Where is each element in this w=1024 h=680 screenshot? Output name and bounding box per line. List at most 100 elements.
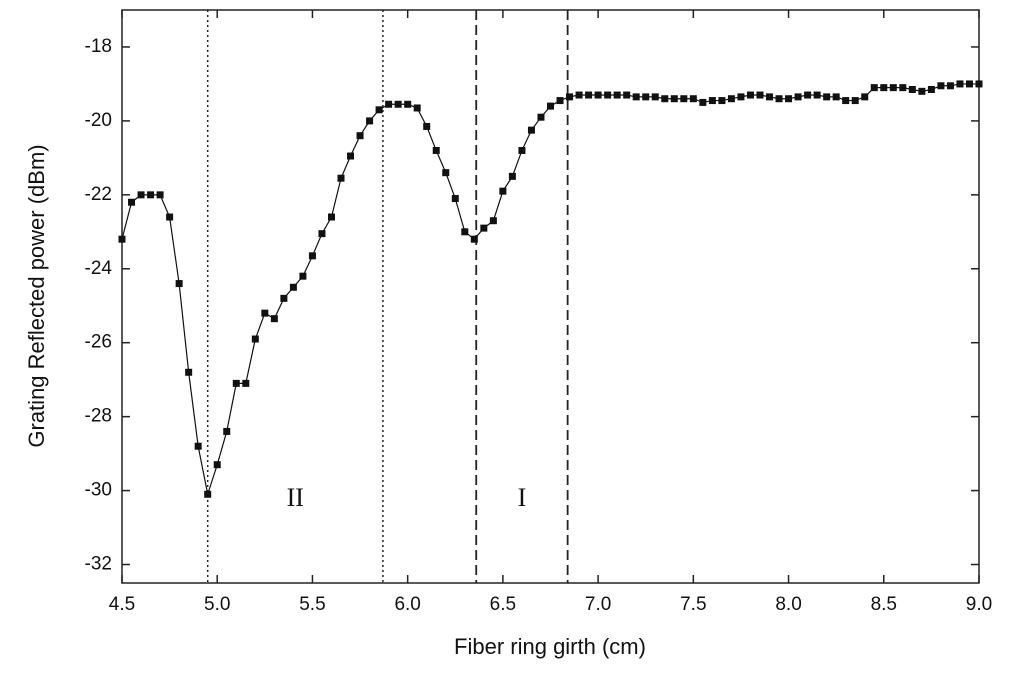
data-point xyxy=(937,82,945,90)
data-point xyxy=(280,294,288,302)
y-tick-label: -26 xyxy=(85,332,112,353)
data-point xyxy=(756,91,764,99)
x-tick-label: 9.0 xyxy=(966,594,992,615)
data-point xyxy=(642,93,650,101)
data-point xyxy=(527,126,535,134)
data-point xyxy=(489,217,497,225)
data-point xyxy=(347,152,355,160)
data-point xyxy=(746,91,754,99)
data-point xyxy=(537,113,545,121)
data-point xyxy=(366,117,374,125)
data-point xyxy=(451,195,459,203)
x-tick-label: 4.5 xyxy=(109,594,135,615)
data-point xyxy=(670,95,678,103)
data-point xyxy=(946,82,954,90)
data-point xyxy=(699,98,707,106)
data-point xyxy=(727,95,735,103)
data-point xyxy=(442,169,450,177)
data-point xyxy=(689,95,697,103)
data-point xyxy=(556,97,564,105)
y-tick-label: -32 xyxy=(85,554,112,575)
data-point xyxy=(851,97,859,105)
data-point xyxy=(337,174,345,182)
data-point xyxy=(823,93,831,101)
data-point xyxy=(861,93,869,101)
data-point xyxy=(889,84,897,92)
data-point xyxy=(261,309,269,317)
data-point xyxy=(651,93,659,101)
data-point xyxy=(508,172,516,180)
data-point xyxy=(223,427,231,435)
y-tick-label: -24 xyxy=(85,258,113,279)
x-tick-label: 7.5 xyxy=(680,594,706,615)
data-point xyxy=(632,93,640,101)
region-label: II xyxy=(287,483,304,512)
y-tick-label: -22 xyxy=(85,184,112,205)
data-point xyxy=(175,280,183,288)
data-point xyxy=(518,146,526,154)
y-tick-label: -30 xyxy=(85,480,112,501)
data-point xyxy=(965,80,973,88)
data-point xyxy=(213,461,221,469)
region-label: I xyxy=(518,483,527,512)
data-point xyxy=(680,95,688,103)
data-point xyxy=(356,132,364,140)
data-point xyxy=(975,80,983,88)
data-point xyxy=(480,224,488,232)
data-point xyxy=(289,283,297,291)
data-point xyxy=(918,87,926,95)
data-point xyxy=(604,91,612,99)
data-point xyxy=(461,228,469,236)
y-tick-label: -20 xyxy=(85,110,112,131)
data-point xyxy=(251,335,259,343)
x-axis-title: Fiber ring girth (cm) xyxy=(454,634,646,659)
data-point xyxy=(880,84,888,92)
data-point xyxy=(908,85,916,93)
y-axis-title: Grating Reflected power (dBm) xyxy=(24,144,49,447)
data-point xyxy=(613,91,621,99)
data-point xyxy=(118,235,126,243)
data-point xyxy=(394,100,402,108)
data-point xyxy=(375,106,383,114)
x-tick-label: 8.5 xyxy=(871,594,897,615)
x-tick-label: 7.0 xyxy=(585,594,611,615)
data-point xyxy=(927,85,935,93)
data-point xyxy=(804,91,812,99)
data-point xyxy=(547,102,554,110)
data-line xyxy=(121,83,979,497)
x-tick-label: 6.0 xyxy=(394,594,420,615)
data-point xyxy=(147,191,155,199)
data-point xyxy=(575,91,583,99)
data-point xyxy=(832,93,840,101)
data-point xyxy=(870,84,878,92)
x-tick-label: 5.5 xyxy=(299,594,325,615)
y-tick-label: -28 xyxy=(85,406,112,427)
data-point xyxy=(185,368,193,376)
data-point xyxy=(404,100,412,108)
data-point xyxy=(299,272,307,280)
data-point xyxy=(899,84,907,92)
data-point xyxy=(842,97,850,105)
data-point xyxy=(737,93,745,101)
data-point xyxy=(166,213,174,221)
data-point xyxy=(499,187,507,195)
plot-frame xyxy=(121,9,980,584)
x-tick-label: 8.0 xyxy=(775,594,801,615)
data-point xyxy=(423,122,431,130)
data-point xyxy=(156,191,164,199)
data-point xyxy=(204,490,212,498)
data-point xyxy=(794,93,802,101)
data-point xyxy=(775,95,783,103)
data-point xyxy=(194,442,202,450)
data-point xyxy=(566,93,574,101)
data-point xyxy=(432,146,440,154)
data-point xyxy=(270,315,278,323)
data-point xyxy=(813,91,821,99)
data-point xyxy=(708,97,716,105)
data-point xyxy=(308,252,316,260)
data-point xyxy=(327,213,335,221)
data-point xyxy=(318,230,326,238)
data-point xyxy=(137,191,145,199)
y-tick-label: -18 xyxy=(85,36,112,57)
data-point xyxy=(128,198,136,206)
